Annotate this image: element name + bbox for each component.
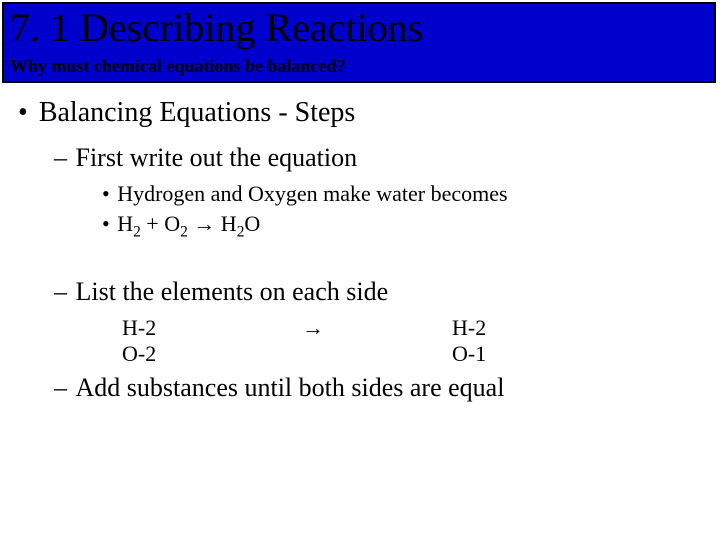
eq-sub2: 2 [180,223,188,240]
eq-plus: + O [141,211,180,236]
cell-right: H-2 [452,315,552,341]
slide-subtitle: Why must chemical equations be balanced? [10,56,708,77]
step2-heading: List the elements on each side [78,277,710,307]
step1-heading: First write out the equation [78,143,710,173]
step1-sub-b: H2 + O2 → H2O [122,211,710,237]
step3-heading: Add substances until both sides are equa… [78,373,710,403]
cell-right: O-1 [452,341,552,367]
eq-suffix: O [244,211,260,236]
cell-arrow: → [302,315,452,341]
slide-body: Balancing Equations - Steps First write … [0,83,720,403]
eq-sub1: 2 [133,223,141,240]
cell-left: H-2 [122,315,302,341]
eq-h: H [117,211,133,236]
cell-arrow [302,341,452,367]
bullet-level1: Balancing Equations - Steps [40,97,710,129]
step1-sub-a: Hydrogen and Oxygen make water becomes [122,181,710,207]
title-header: 7. 1 Describing Reactions Why must chemi… [2,2,716,83]
cell-left: O-2 [122,341,302,367]
slide-title: 7. 1 Describing Reactions [10,6,708,50]
table-row: H-2 → H-2 [122,315,710,341]
eq-arrow: → H [188,211,237,236]
element-table: H-2 → H-2 O-2 O-1 [122,315,710,367]
table-row: O-2 O-1 [122,341,710,367]
